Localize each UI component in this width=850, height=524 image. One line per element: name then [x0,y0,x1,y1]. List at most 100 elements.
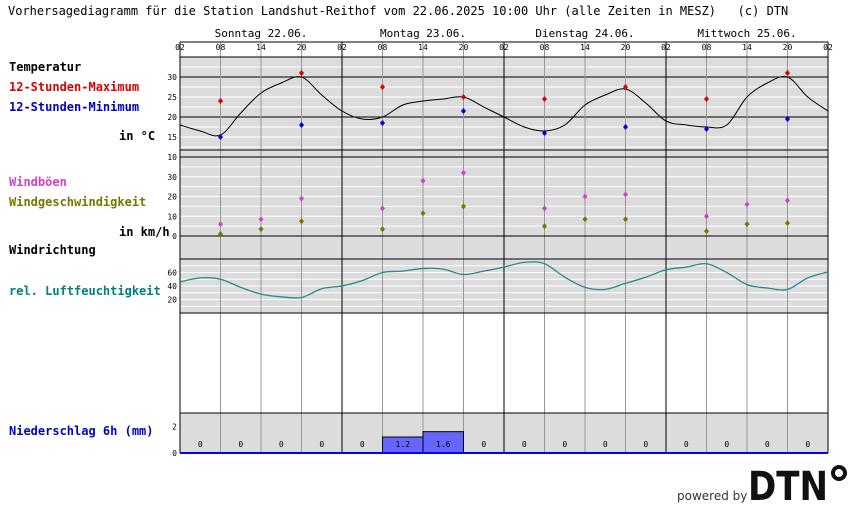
day-label: Montag 23.06. [380,27,466,40]
precip-value-label: 0 [603,440,608,449]
label-temperature: Temperatur [9,60,82,74]
humidity-tick-label: 40 [167,282,177,291]
precip-value-label: 0 [765,440,770,449]
gust-marker [461,169,466,176]
min12-marker [704,126,709,132]
gust-marker [704,213,709,220]
wind-tick-label: 10 [167,212,177,221]
precip-value-label: 1.6 [436,440,451,449]
page-title: Vorhersagediagramm für die Station Lands… [8,4,789,18]
wind-tick-label: 30 [167,173,177,182]
humidity-tick-label: 60 [167,269,177,278]
wind-speed-marker [744,221,750,228]
min12-marker [542,130,547,136]
wind-tick-label: 0 [172,232,177,241]
precip-value-label: 0 [481,440,486,449]
gust-marker [420,177,426,184]
label-humidity: rel. Luftfeuchtigkeit [9,284,161,298]
label-gusts: Windböen [9,175,67,189]
hour-tick-label: 02 [337,43,347,52]
hour-tick-label: 08 [540,43,550,52]
day-label: Dienstag 24.06. [535,27,634,40]
dtn-logo: DTN [748,464,847,504]
gust-marker [623,191,628,198]
temp-tick-label: 30 [167,73,177,82]
label-wind-unit: in km/h [119,225,170,239]
temperature-line [179,75,829,137]
min12-marker [299,122,304,128]
max12-marker [785,70,790,76]
hour-tick-label: 20 [459,43,469,52]
wind-speed-marker [299,218,304,225]
wind-speed-marker [542,223,547,230]
hour-tick-label: 20 [621,43,631,52]
wind-tick-label: 20 [167,193,177,202]
max12-marker [461,94,466,100]
wind-speed-marker [785,220,790,227]
min12-marker [218,134,223,140]
hour-tick-label: 08 [702,43,712,52]
label-12h-min: 12-Stunden-Minimum [9,100,140,114]
precip-value-label: 0 [238,440,243,449]
gust-marker [218,221,223,228]
label-temp-unit: in °C [119,129,156,143]
gust-marker [380,205,385,212]
max12-marker [299,70,304,76]
label-12h-max: 12-Stunden-Maximum [9,80,140,94]
hour-tick-label: 02 [499,43,509,52]
hour-tick-label: 20 [297,43,307,52]
hour-tick-label: 14 [256,43,266,52]
hour-tick-label: 14 [418,43,428,52]
temp-tick-label: 20 [167,113,177,122]
hour-tick-label: 14 [742,43,752,52]
precip-tick-label: 0 [172,449,177,458]
humidity-tick-label: 20 [167,296,177,305]
hour-tick-label: 02 [175,43,185,52]
wind-speed-marker [258,226,264,233]
temp-tick-label: 15 [167,133,177,142]
gust-marker [258,216,264,223]
wind-speed-marker [218,231,223,238]
precip-tick-label: 2 [172,422,177,431]
max12-marker [704,96,709,102]
dtn-logo-dot [831,465,847,481]
max12-marker [218,98,223,104]
hour-tick-label: 08 [378,43,388,52]
wind-speed-marker [623,216,628,223]
min12-marker [380,120,385,126]
gust-marker [542,205,547,212]
label-precipitation: Niederschlag 6h (mm) [9,424,154,438]
label-wind-direction: Windrichtung [9,243,96,257]
wind-speed-marker [380,226,385,233]
day-label: Mittwoch 25.06. [697,27,796,40]
precip-value-label: 0 [684,440,689,449]
hour-tick-label: 02 [823,43,833,52]
min12-marker [461,108,466,114]
precip-value-label: 0 [724,440,729,449]
gust-marker [744,201,750,208]
hour-tick-label: 08 [216,43,226,52]
precip-value-label: 0 [805,440,810,449]
max12-marker [542,96,547,102]
wind-speed-marker [704,228,709,235]
precip-value-label: 0 [198,440,203,449]
precip-value-label: 0 [643,440,648,449]
precip-value-label: 0 [562,440,567,449]
hour-tick-label: 20 [783,43,793,52]
day-label: Sonntag 22.06. [215,27,308,40]
max12-marker [623,84,628,90]
wind-speed-marker [461,203,466,210]
precip-value-label: 0 [279,440,284,449]
precip-value-label: 0 [319,440,324,449]
gust-marker [785,197,790,204]
hour-tick-label: 14 [580,43,590,52]
dtn-logo-text: DTN [748,464,828,504]
max12-marker [380,84,385,90]
gust-marker [299,195,304,202]
precip-value-label: 0 [522,440,527,449]
humidity-line [179,261,829,299]
powered-by-text: powered by [677,489,748,503]
min12-marker [623,124,628,130]
precip-value-label: 1.2 [396,440,411,449]
